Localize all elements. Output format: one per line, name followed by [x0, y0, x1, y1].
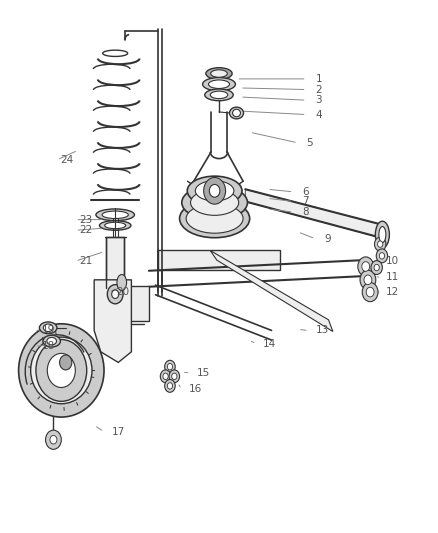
Text: 21: 21: [79, 256, 92, 266]
Text: 11: 11: [385, 272, 399, 282]
Circle shape: [362, 282, 378, 302]
Circle shape: [172, 373, 177, 379]
Text: 14: 14: [263, 339, 276, 349]
Text: 12: 12: [385, 287, 399, 297]
Circle shape: [36, 340, 87, 401]
Circle shape: [374, 237, 386, 251]
Ellipse shape: [39, 322, 57, 334]
Text: 15: 15: [197, 368, 210, 378]
Circle shape: [60, 355, 72, 370]
Circle shape: [46, 430, 61, 449]
Polygon shape: [94, 280, 131, 362]
Text: 19: 19: [42, 326, 55, 335]
Text: 23: 23: [79, 215, 92, 224]
Circle shape: [374, 264, 379, 271]
Text: 1: 1: [315, 74, 322, 84]
Ellipse shape: [186, 204, 243, 233]
Circle shape: [160, 370, 171, 383]
Text: 16: 16: [188, 384, 201, 394]
Ellipse shape: [202, 77, 236, 91]
Circle shape: [360, 270, 376, 289]
Ellipse shape: [205, 89, 233, 101]
Ellipse shape: [47, 337, 57, 345]
Ellipse shape: [208, 80, 230, 88]
Ellipse shape: [180, 199, 250, 238]
Circle shape: [167, 383, 173, 389]
Text: 20: 20: [116, 287, 129, 297]
Circle shape: [362, 262, 370, 271]
Circle shape: [167, 364, 173, 370]
Ellipse shape: [233, 109, 240, 117]
Ellipse shape: [19, 324, 104, 417]
Circle shape: [165, 379, 175, 392]
Ellipse shape: [43, 324, 53, 332]
Circle shape: [204, 177, 226, 204]
Circle shape: [209, 184, 220, 197]
Text: 4: 4: [315, 110, 322, 119]
Circle shape: [376, 249, 388, 263]
Ellipse shape: [31, 337, 92, 404]
Text: 22: 22: [79, 225, 92, 235]
Circle shape: [366, 287, 374, 297]
Ellipse shape: [379, 227, 386, 243]
Circle shape: [169, 370, 180, 383]
Ellipse shape: [210, 91, 228, 99]
Text: 24: 24: [60, 155, 74, 165]
Text: 13: 13: [315, 326, 328, 335]
Circle shape: [379, 253, 385, 259]
Polygon shape: [245, 189, 379, 237]
Polygon shape: [210, 251, 333, 332]
Circle shape: [358, 257, 374, 276]
Circle shape: [163, 373, 168, 379]
Ellipse shape: [375, 221, 389, 248]
Bar: [158, 250, 280, 270]
Ellipse shape: [195, 181, 234, 201]
Ellipse shape: [187, 176, 242, 205]
Text: 3: 3: [315, 95, 322, 105]
Text: 18: 18: [42, 342, 55, 351]
Ellipse shape: [96, 209, 134, 221]
Bar: [127, 286, 149, 321]
Circle shape: [112, 290, 119, 298]
Circle shape: [371, 261, 382, 274]
Ellipse shape: [211, 70, 227, 77]
Text: 2: 2: [315, 85, 322, 94]
Text: 6: 6: [302, 187, 309, 197]
Circle shape: [165, 360, 175, 373]
Text: 17: 17: [112, 427, 125, 437]
Circle shape: [47, 353, 75, 387]
Circle shape: [364, 275, 372, 285]
Ellipse shape: [230, 107, 244, 119]
Text: 10: 10: [385, 256, 399, 266]
Ellipse shape: [102, 211, 128, 219]
Circle shape: [107, 285, 123, 304]
Text: 5: 5: [307, 138, 313, 148]
Ellipse shape: [43, 335, 60, 347]
Ellipse shape: [105, 222, 126, 229]
Text: 9: 9: [324, 234, 331, 244]
Ellipse shape: [99, 221, 131, 230]
Bar: [106, 237, 124, 288]
Circle shape: [378, 241, 383, 247]
Ellipse shape: [182, 185, 247, 220]
Ellipse shape: [206, 68, 232, 79]
Text: 8: 8: [302, 207, 309, 217]
Ellipse shape: [191, 190, 239, 215]
Ellipse shape: [117, 274, 127, 290]
Circle shape: [50, 435, 57, 444]
Text: 7: 7: [302, 197, 309, 206]
